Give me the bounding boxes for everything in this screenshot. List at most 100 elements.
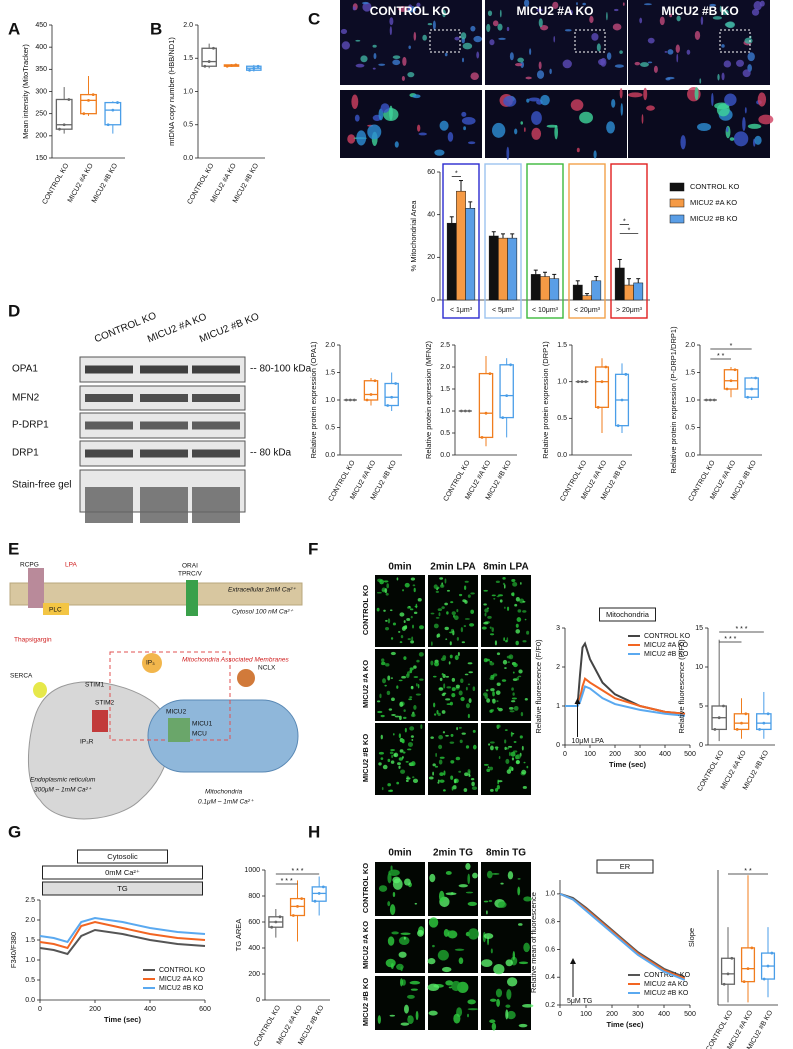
- image-spot: [406, 618, 411, 621]
- image-spot: [381, 787, 384, 791]
- x-tick-label: 600: [199, 1006, 211, 1013]
- image-spot: [407, 994, 415, 999]
- image-spot: [519, 735, 523, 739]
- image-spot: [380, 661, 386, 666]
- image-spot: [393, 752, 399, 758]
- point: [321, 885, 325, 889]
- image-spot: [531, 127, 542, 140]
- image-spot: [483, 621, 489, 625]
- image: [481, 723, 531, 795]
- image-spot: [405, 760, 409, 763]
- image-spot: [411, 739, 414, 741]
- image-spot: [380, 757, 384, 761]
- image-spot: [438, 744, 443, 750]
- image-spot: [449, 654, 453, 659]
- image-spot: [392, 733, 395, 736]
- image-spot: [462, 599, 467, 603]
- image-spot: [511, 757, 515, 761]
- image-spot: [406, 671, 410, 677]
- panel-label: A: [8, 19, 20, 38]
- size-marker: -- 80-100 kDa: [250, 364, 312, 375]
- row-label: P-DRP1: [12, 420, 49, 431]
- image-spot: [404, 878, 411, 886]
- image-spot: [461, 111, 467, 117]
- image-spot: [511, 687, 514, 691]
- image-spot: [433, 702, 436, 708]
- image-spot: [378, 751, 384, 755]
- image-spot: [721, 44, 725, 48]
- y-tick-label: 40: [427, 212, 435, 219]
- category-frame: [442, 163, 480, 319]
- box: [499, 364, 514, 419]
- condition-label: 0mM Ca²⁺: [105, 868, 140, 877]
- image-spot: [376, 607, 380, 612]
- image-spot: [444, 578, 447, 584]
- image-spot: [643, 3, 652, 6]
- blot-band: [85, 394, 133, 402]
- arrow-head: [574, 698, 581, 704]
- point: [365, 398, 369, 402]
- category-frame: [484, 163, 522, 319]
- image-spot: [515, 63, 523, 67]
- image-label: MICU2 #A KO: [517, 4, 594, 18]
- image-spot: [512, 592, 515, 597]
- image-spot: [496, 724, 501, 728]
- blot-band: [85, 365, 133, 374]
- image-spot: [444, 602, 448, 606]
- column-label: 2min TG: [433, 848, 473, 859]
- image-spot: [398, 951, 407, 958]
- x-tick-label: < 20μm³: [574, 307, 601, 314]
- label: MICU2: [166, 709, 187, 716]
- image-spot: [639, 17, 643, 24]
- x-tick-label: < 1μm³: [450, 307, 473, 314]
- image-spot: [506, 1010, 516, 1020]
- image-spot: [485, 689, 489, 692]
- blot-band: [140, 421, 188, 430]
- image: [481, 862, 531, 916]
- y-tick-label: 2: [556, 664, 560, 671]
- image-spot: [522, 1003, 534, 1008]
- image-spot: [490, 788, 494, 792]
- y-tick-label: 0.5: [25, 977, 35, 984]
- image-spot: [506, 977, 518, 987]
- image-spot: [492, 691, 495, 697]
- image-spot: [676, 53, 679, 63]
- image-spot: [712, 16, 723, 20]
- image-spot: [384, 588, 388, 594]
- point: [212, 46, 215, 50]
- image-spot: [416, 2, 421, 8]
- point: [111, 108, 115, 112]
- y-tick-label: 1.5: [25, 937, 35, 944]
- image-spot: [442, 731, 446, 734]
- image-spot: [435, 752, 437, 757]
- point: [501, 416, 505, 419]
- image-spot: [427, 958, 436, 965]
- image-spot: [546, 124, 558, 128]
- image-spot: [422, 34, 427, 41]
- image-spot: [526, 98, 530, 103]
- y-tick-label: 0.5: [440, 430, 450, 437]
- image-spot: [517, 886, 521, 896]
- image-spot: [430, 612, 435, 615]
- image-spot: [496, 700, 499, 703]
- image-spot: [753, 0, 762, 11]
- image-spot: [430, 736, 434, 739]
- x-tick-label: MICU2 #B KO: [91, 162, 120, 204]
- line: [39, 920, 206, 950]
- condition-label: TG: [117, 884, 128, 893]
- point: [725, 387, 729, 391]
- image-spot: [447, 930, 451, 932]
- y-axis-label: % Mitochondrial Area: [409, 200, 418, 272]
- image-spot: [754, 135, 762, 145]
- image-spot: [505, 1004, 511, 1008]
- image-spot: [598, 58, 606, 66]
- x-axis-label: Time (sec): [104, 1015, 141, 1024]
- image-spot: [442, 692, 447, 695]
- image-spot: [492, 20, 499, 27]
- image-spot: [492, 698, 496, 704]
- image-spot: [373, 53, 377, 60]
- image-spot: [503, 584, 506, 589]
- image-spot: [372, 67, 376, 70]
- image-spot: [504, 739, 507, 744]
- point: [274, 920, 278, 924]
